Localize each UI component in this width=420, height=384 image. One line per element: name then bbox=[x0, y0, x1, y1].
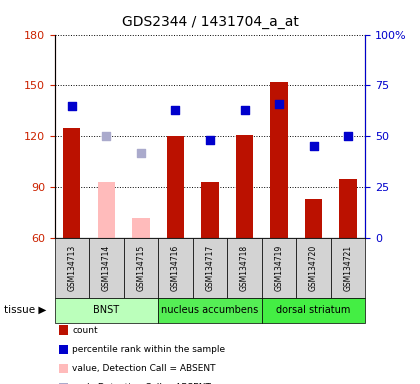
Point bbox=[345, 133, 352, 139]
Bar bbox=[339, 179, 357, 238]
Text: BNST: BNST bbox=[93, 305, 119, 315]
Text: percentile rank within the sample: percentile rank within the sample bbox=[72, 345, 226, 354]
Text: GSM134720: GSM134720 bbox=[309, 245, 318, 291]
Text: GSM134716: GSM134716 bbox=[171, 245, 180, 291]
Point bbox=[68, 103, 75, 109]
Text: GSM134714: GSM134714 bbox=[102, 245, 111, 291]
Text: GSM134719: GSM134719 bbox=[275, 245, 284, 291]
Text: dorsal striatum: dorsal striatum bbox=[276, 305, 351, 315]
Bar bbox=[201, 182, 219, 238]
Bar bbox=[132, 218, 150, 238]
Text: GSM134718: GSM134718 bbox=[240, 245, 249, 291]
Text: rank, Detection Call = ABSENT: rank, Detection Call = ABSENT bbox=[72, 383, 211, 384]
Bar bbox=[270, 82, 288, 238]
Bar bbox=[167, 136, 184, 238]
Text: GSM134717: GSM134717 bbox=[205, 245, 215, 291]
Point bbox=[310, 144, 317, 150]
Text: GSM134715: GSM134715 bbox=[136, 245, 145, 291]
Text: nucleus accumbens: nucleus accumbens bbox=[161, 305, 259, 315]
Text: GDS2344 / 1431704_a_at: GDS2344 / 1431704_a_at bbox=[121, 15, 299, 29]
Text: value, Detection Call = ABSENT: value, Detection Call = ABSENT bbox=[72, 364, 216, 373]
Text: GSM134721: GSM134721 bbox=[344, 245, 353, 291]
Text: GSM134713: GSM134713 bbox=[67, 245, 76, 291]
Point bbox=[103, 133, 110, 139]
Point bbox=[207, 137, 213, 144]
Point bbox=[276, 101, 282, 107]
Bar bbox=[236, 135, 253, 238]
Text: tissue ▶: tissue ▶ bbox=[4, 305, 46, 315]
Bar bbox=[98, 182, 115, 238]
Point bbox=[172, 107, 179, 113]
Point bbox=[241, 107, 248, 113]
Text: count: count bbox=[72, 326, 98, 335]
Bar bbox=[63, 128, 81, 238]
Point bbox=[138, 149, 144, 156]
Bar bbox=[305, 199, 322, 238]
